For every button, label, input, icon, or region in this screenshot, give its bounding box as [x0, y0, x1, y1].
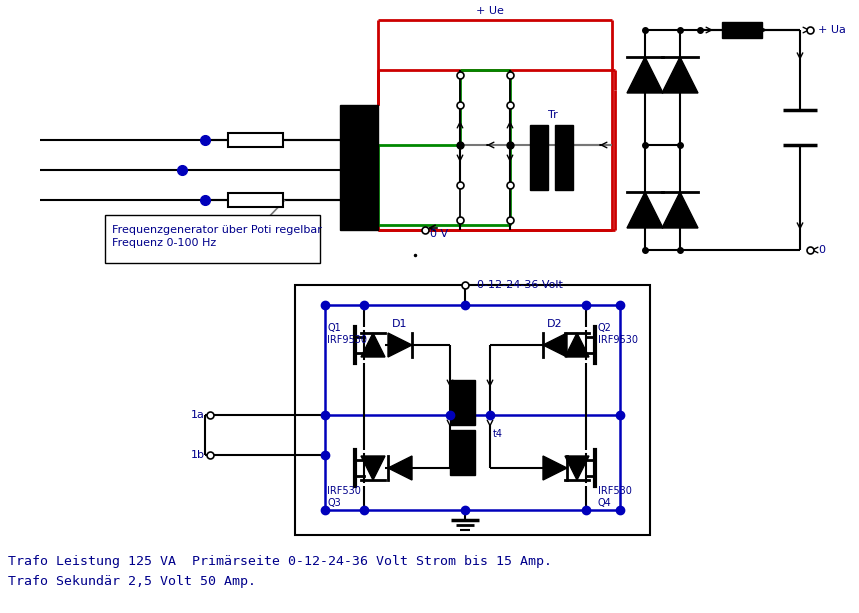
Text: + Ua: + Ua: [818, 25, 846, 35]
Polygon shape: [388, 456, 412, 480]
Bar: [450, 380, 475, 425]
Bar: [555, 125, 573, 190]
Polygon shape: [662, 57, 698, 93]
Bar: [340, 105, 378, 230]
Text: IRF530
Q3: IRF530 Q3: [327, 486, 361, 508]
Text: t4: t4: [493, 429, 503, 439]
Text: + Ue: + Ue: [476, 6, 504, 16]
Text: 0 V: 0 V: [430, 229, 448, 239]
Text: 1b: 1b: [191, 450, 205, 460]
Bar: [228, 133, 283, 147]
Text: D2: D2: [547, 319, 563, 329]
Text: 1a: 1a: [191, 410, 205, 420]
Polygon shape: [627, 192, 663, 228]
Polygon shape: [627, 57, 663, 93]
Polygon shape: [388, 333, 412, 357]
Text: Q2
IRF9530: Q2 IRF9530: [598, 323, 638, 345]
Text: Q1
IRF9530: Q1 IRF9530: [327, 323, 367, 345]
Polygon shape: [361, 456, 385, 480]
Bar: [105, 215, 320, 263]
Text: Tr: Tr: [548, 110, 557, 120]
Text: 0-12-24-36 Volt: 0-12-24-36 Volt: [477, 280, 563, 290]
Text: 0: 0: [818, 245, 825, 255]
Text: Trafo Leistung 125 VA  Primärseite 0-12-24-36 Volt Strom bis 15 Amp.: Trafo Leistung 125 VA Primärseite 0-12-2…: [8, 555, 552, 568]
Text: Frequenzgenerator über Poti regelbar
Frequenz 0-100 Hz: Frequenzgenerator über Poti regelbar Fre…: [112, 225, 322, 248]
Bar: [450, 430, 475, 475]
Polygon shape: [662, 192, 698, 228]
Polygon shape: [565, 456, 589, 480]
Text: IRF530
Q4: IRF530 Q4: [598, 486, 632, 508]
Bar: [295, 285, 650, 535]
Text: D1: D1: [393, 319, 408, 329]
Text: Trafo Sekundär 2,5 Volt 50 Amp.: Trafo Sekundär 2,5 Volt 50 Amp.: [8, 575, 256, 588]
Polygon shape: [543, 456, 567, 480]
Polygon shape: [543, 333, 567, 357]
Polygon shape: [361, 333, 385, 357]
Bar: [228, 193, 283, 207]
Bar: [722, 22, 762, 38]
Bar: [530, 125, 548, 190]
Polygon shape: [565, 333, 589, 357]
